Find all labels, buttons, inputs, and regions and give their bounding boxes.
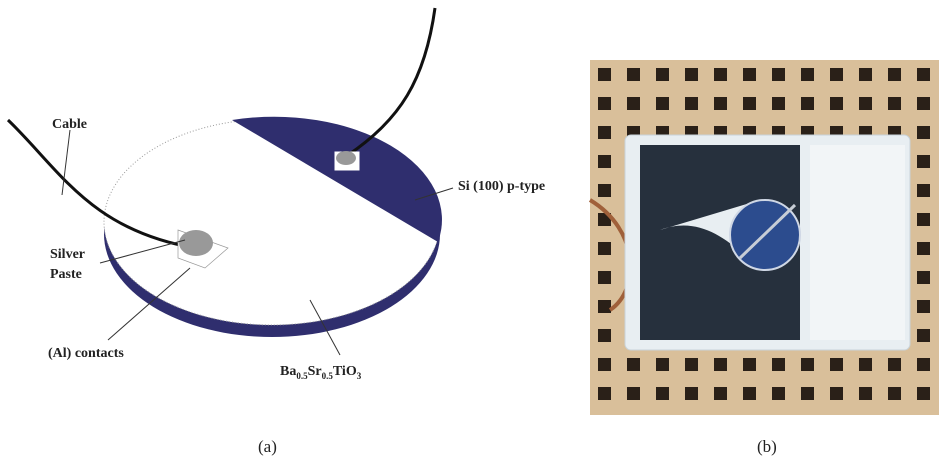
label: Cable [52,117,87,132]
page: {"labels": {"cable": "Cable", "si": "Si … [0,0,939,465]
formula-part: 3 [357,371,362,381]
formula-part: Ba [280,364,296,379]
paste-left [179,230,213,256]
label: (Al) contacts [48,346,124,361]
label: Silver [50,247,85,262]
photo-b: (b) [590,60,939,456]
formula-part: 0.5 [296,371,308,381]
formula-part: 0.5 [322,371,334,381]
label: Paste [50,267,82,282]
caption: (b) [757,437,777,456]
formula-part: Sr [308,364,322,379]
formula: Ba0.5Sr0.5TiO3 [280,364,362,381]
caption: (a) [258,437,277,456]
formula-part: TiO [333,364,357,379]
diagram-a: Cable Si (100) p-type Silver Paste (Al) … [8,8,545,456]
label: Si (100) p-type [458,179,545,194]
figure: Cable Si (100) p-type Silver Paste (Al) … [0,0,939,465]
paste-right [336,151,356,165]
